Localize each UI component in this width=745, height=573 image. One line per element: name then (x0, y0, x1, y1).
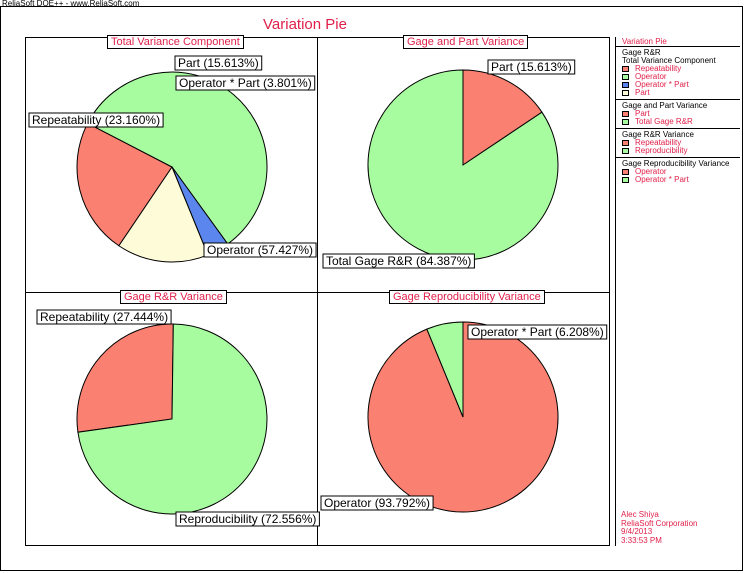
legend: Variation Pie Gage R&R Total Variance Co… (615, 37, 740, 546)
legend-swatch (622, 66, 629, 72)
legend-swatch (622, 111, 629, 117)
legend-item: Repeatability (622, 139, 740, 147)
chart-main-title: Variation Pie (263, 16, 347, 33)
legend-item: Operator (622, 168, 740, 176)
pie-slice-label: Repeatability (23.160%) (32, 113, 160, 127)
legend-label: Operator * Part (635, 80, 689, 89)
pie-slice-label: Part (15.613%) (491, 60, 572, 74)
legend-swatch (622, 177, 629, 183)
legend-heading: Gage and Part Variance (622, 101, 708, 110)
pie-slice-label: Operator (93.792%) (324, 496, 430, 510)
legend-item: Repeatability (622, 65, 740, 73)
pie-slice (76, 323, 174, 433)
grid-divider-horizontal (25, 292, 610, 293)
legend-label: Operator (635, 72, 667, 81)
legend-swatch (622, 82, 629, 88)
app-header-text: ReliaSoft DOE++ - www.ReliaSoft.com (2, 0, 140, 8)
pie-slice-label: Part (15.613%) (178, 56, 259, 70)
pie-slice-label-box (175, 75, 316, 91)
legend-swatch (622, 119, 629, 125)
pie-slice-label: Total Gage R&R (84.387%) (326, 254, 471, 268)
pie-slice-label: Operator (57.427%) (207, 243, 313, 257)
pie-slice (76, 122, 173, 247)
footer-user: Alec Shiya (621, 510, 659, 519)
legend-label: Total Gage R&R (635, 117, 693, 126)
pie-title-gage-rr: Gage R&R Variance (120, 290, 227, 304)
legend-swatch (622, 74, 629, 80)
legend-label: Part (635, 88, 650, 97)
footer-info: Alec Shiya ReliaSoft Corporation 9/4/201… (621, 510, 698, 545)
legend-label: Reproducibility (635, 146, 688, 155)
pie-slice-label-box (175, 511, 320, 527)
legend-group-gage-reproducibility: Gage Reproducibility Variance Operator O… (616, 157, 740, 186)
legend-label: Operator (635, 167, 667, 176)
legend-swatch (622, 140, 629, 146)
pie-slice-label-box (322, 253, 475, 269)
legend-item: Total Gage R&R (622, 118, 740, 126)
pie-slice-label-box (487, 59, 576, 75)
legend-item: Operator (622, 73, 740, 81)
pie-slice-label-box (36, 309, 172, 325)
footer-time: 3:33:53 PM (621, 535, 662, 545)
pie-slice (77, 323, 268, 515)
footer-company: ReliaSoft Corporation (621, 518, 698, 528)
pie-slice (426, 321, 464, 418)
pie-slice-label-box (203, 242, 317, 258)
pie-title-gage-part: Gage and Part Variance (403, 35, 529, 49)
legend-item: Reproducibility (622, 147, 740, 155)
legend-item: Operator * Part (622, 81, 740, 89)
legend-group-total-variance: Gage R&R Total Variance Component Repeat… (616, 46, 740, 99)
pie-slice (367, 69, 559, 261)
legend-group-gage-part: Gage and Part Variance Part Total Gage R… (616, 99, 740, 128)
pie-slice-label: Reproducibility (72.556%) (179, 512, 316, 526)
legend-label: Repeatability (635, 64, 682, 73)
pie-slice (462, 69, 543, 166)
legend-group-gage-rr: Gage R&R Variance Repeatability Reproduc… (616, 128, 740, 157)
legend-heading: Gage R&R (622, 48, 661, 57)
footer-date: 9/4/2013 (621, 527, 653, 536)
pie-slice-label: Operator * Part (6.208%) (471, 325, 604, 339)
pie-slice-label-box (320, 495, 434, 511)
pie-slice-label-box (467, 324, 608, 340)
pie-slice (118, 165, 209, 263)
legend-swatch (622, 169, 629, 175)
legend-heading: Gage Reproducibility Variance (622, 159, 730, 168)
legend-swatch (622, 90, 629, 96)
legend-swatch (622, 148, 629, 154)
legend-label: Part (635, 109, 650, 118)
legend-item: Part (622, 110, 740, 118)
pie-slice-label-box (174, 55, 263, 71)
legend-item: Part (622, 89, 740, 97)
legend-heading: Total Variance Component (622, 56, 716, 65)
legend-title: Variation Pie (622, 37, 667, 46)
plot-frame (0, 6, 743, 571)
pie-slice-label-box (28, 112, 164, 128)
pie-slice-label: Operator * Part (3.801%) (179, 76, 312, 90)
legend-heading: Gage R&R Variance (622, 130, 694, 139)
legend-label: Operator * Part (635, 175, 689, 184)
pie-title-total-variance: Total Variance Component (107, 35, 244, 49)
legend-label: Repeatability (635, 138, 682, 147)
pie-title-gage-reproducibility: Gage Reproducibility Variance (389, 290, 545, 304)
pie-slice-label: Repeatability (27.444%) (40, 310, 168, 324)
legend-item: Operator * Part (622, 176, 740, 184)
grid-divider-vertical (317, 37, 318, 546)
